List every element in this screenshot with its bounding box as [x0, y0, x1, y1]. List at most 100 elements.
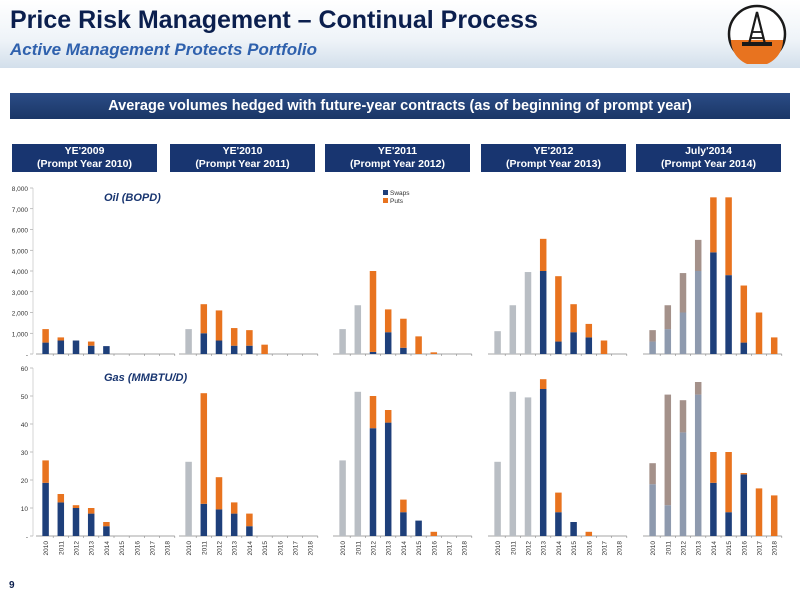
bar-puts: [200, 393, 208, 504]
x-tick-label: 2017: [602, 541, 609, 556]
bar-history-puts: [694, 239, 702, 271]
panel-header-ye2010: YE'2010 (Prompt Year 2011): [170, 144, 315, 172]
bar-puts: [42, 460, 49, 483]
bar-swaps: [725, 275, 732, 354]
bar-swaps: [539, 389, 547, 536]
bar-puts: [430, 352, 438, 354]
x-tick-label: 2010: [43, 541, 50, 556]
bar-swaps: [369, 351, 377, 354]
volumes-banner: Average volumes hedged with future-year …: [10, 93, 790, 119]
bar-puts: [430, 531, 438, 536]
y-tick-label: 8,000: [12, 186, 29, 193]
bar-puts: [369, 271, 377, 352]
y-tick-label: 10: [21, 506, 29, 513]
page-number: 9: [9, 580, 15, 591]
x-tick-label: 2017: [150, 541, 157, 556]
bar-history: [339, 460, 346, 536]
bar-puts: [57, 337, 65, 341]
bar-swaps: [555, 512, 562, 536]
panel-header-line2: (Prompt Year 2010): [37, 158, 132, 170]
bar-puts: [585, 531, 593, 536]
bar-puts: [72, 505, 80, 508]
y-tick-label: -: [26, 352, 28, 359]
bar-swaps: [539, 271, 547, 354]
x-tick-label: 2016: [134, 541, 141, 556]
bar-swaps: [555, 341, 562, 354]
x-tick-label: 2015: [726, 541, 733, 556]
x-tick-label: 2010: [495, 541, 502, 556]
bar-history-puts: [664, 305, 672, 330]
panel-header-line1: YE'2010: [222, 145, 263, 157]
bar-swaps: [570, 522, 577, 536]
x-tick-label: 2016: [586, 541, 593, 556]
x-tick-label: 2012: [681, 541, 688, 556]
bar-puts: [400, 318, 407, 348]
bar-history-swaps: [649, 484, 656, 536]
bar-swaps: [87, 345, 95, 354]
x-tick-label: 2010: [186, 541, 193, 556]
x-tick-label: 2014: [401, 541, 408, 556]
y-tick-label: -: [26, 534, 28, 541]
bar-puts: [710, 452, 717, 483]
x-tick-label: 2010: [340, 541, 347, 556]
bar-swaps: [103, 526, 110, 536]
bar-puts: [215, 477, 223, 510]
bar-history: [509, 305, 517, 354]
bar-swaps: [740, 342, 748, 354]
bar-swaps: [415, 520, 422, 536]
bar-puts: [246, 330, 253, 346]
bar-history: [524, 397, 532, 536]
bar-puts: [585, 323, 593, 338]
x-tick-label: 2015: [571, 541, 578, 556]
bar-history-swaps: [679, 312, 687, 354]
bar-puts: [770, 337, 778, 354]
legend-label-swaps: Swaps: [390, 190, 410, 197]
bar-swaps: [570, 332, 577, 354]
bar-history: [354, 305, 362, 354]
bar-puts: [103, 522, 110, 527]
bar-swaps: [57, 340, 65, 354]
bar-puts: [770, 495, 778, 536]
x-tick-label: 2011: [510, 541, 517, 555]
chart-title: Gas (MMBTU/D): [104, 372, 187, 384]
x-tick-label: 2018: [308, 541, 315, 556]
bar-puts: [415, 336, 422, 354]
y-tick-label: 60: [21, 366, 29, 373]
bar-puts: [230, 502, 238, 514]
bar-puts: [725, 197, 732, 276]
x-tick-label: 2013: [696, 541, 703, 556]
bar-puts: [369, 396, 377, 429]
bar-history: [354, 391, 362, 536]
x-tick-label: 2013: [89, 541, 96, 556]
bar-puts: [755, 488, 763, 536]
bar-swaps: [215, 509, 223, 536]
x-tick-label: 2015: [119, 541, 126, 556]
bar-puts: [230, 328, 238, 346]
bar-history-swaps: [694, 394, 702, 536]
panel-header-jul2014: July'2014 (Prompt Year 2014): [636, 144, 781, 172]
bar-swaps: [230, 513, 238, 536]
x-tick-label: 2013: [541, 541, 548, 556]
x-tick-label: 2015: [262, 541, 269, 556]
bar-history: [185, 329, 192, 354]
y-tick-label: 6,000: [12, 228, 29, 235]
x-tick-label: 2013: [386, 541, 393, 556]
panel-header-line2: (Prompt Year 2012): [350, 158, 445, 170]
y-tick-label: 4,000: [12, 269, 29, 276]
bar-puts: [725, 452, 732, 513]
x-tick-label: 2012: [371, 541, 378, 556]
bar-puts: [539, 238, 547, 271]
bar-history-swaps: [664, 505, 672, 536]
hedge-volumes-chart: - 1,000 2,000 3,000 4,000 5,000 6,000 7,000 8,00…: [12, 186, 783, 556]
bar-puts: [570, 304, 577, 333]
bar-swaps: [230, 345, 238, 354]
bar-puts: [710, 197, 717, 253]
bar-swaps: [585, 337, 593, 354]
bar-swaps: [200, 503, 208, 536]
x-tick-label: 2018: [772, 541, 779, 556]
panel-header-line2: (Prompt Year 2014): [661, 158, 756, 170]
y-tick-label: 20: [21, 478, 29, 485]
bar-puts: [755, 312, 763, 354]
x-tick-label: 2011: [201, 541, 208, 555]
company-logo-icon: [727, 4, 787, 64]
